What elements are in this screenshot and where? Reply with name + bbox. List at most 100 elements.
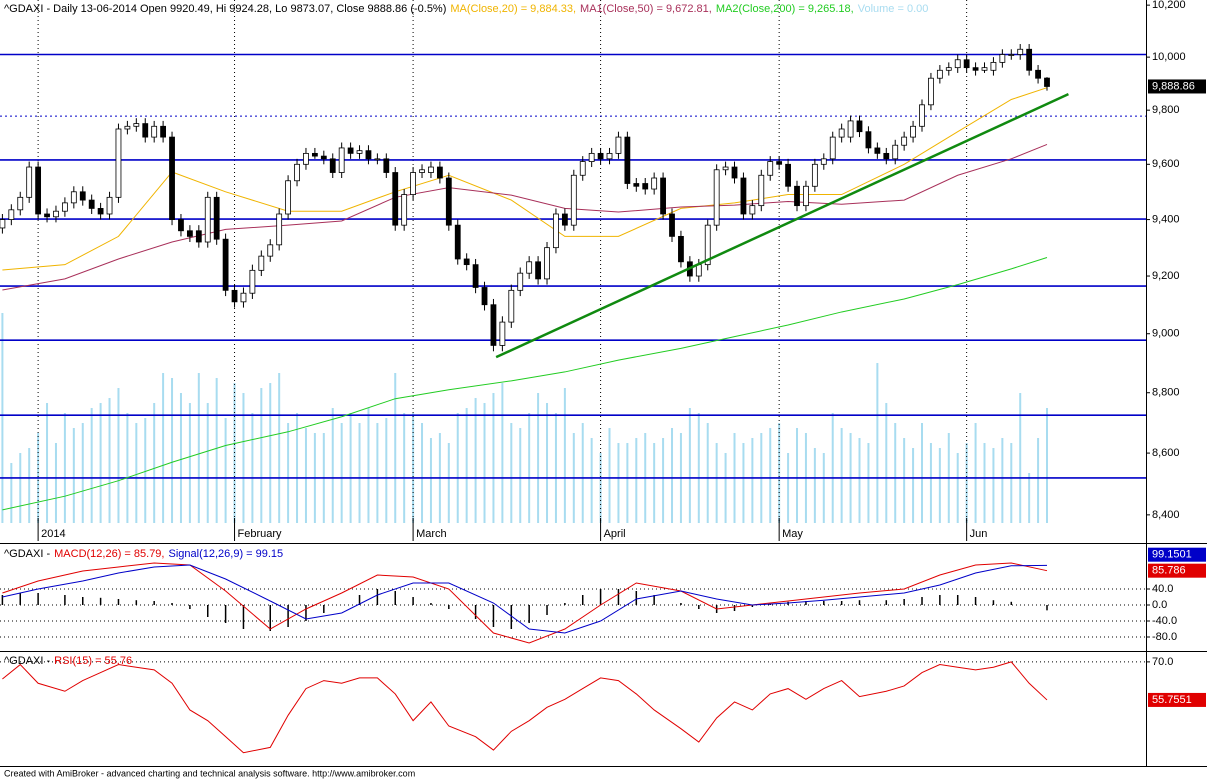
volume-bar bbox=[340, 423, 343, 523]
volume-bar bbox=[358, 423, 361, 523]
volume-bar bbox=[331, 408, 334, 523]
candle-body bbox=[776, 161, 783, 165]
candle-body bbox=[445, 177, 452, 226]
volume-bar bbox=[742, 443, 745, 523]
candle-body bbox=[258, 255, 265, 271]
candle-body bbox=[70, 191, 77, 204]
pane-title: ^GDAXI - RSI(15) = 55.76 bbox=[4, 655, 132, 667]
volume-bar bbox=[921, 423, 924, 523]
legend-entry: MA2(Close,200) = 9,265.18, bbox=[716, 3, 854, 15]
last-value-box bbox=[1148, 692, 1206, 707]
candle-body bbox=[874, 147, 881, 154]
volume-bar bbox=[528, 413, 531, 523]
volume-bar bbox=[153, 403, 156, 523]
candle-body bbox=[633, 183, 640, 187]
candle-body bbox=[285, 180, 292, 215]
candle-body bbox=[678, 235, 684, 263]
volume-bar bbox=[162, 373, 165, 523]
volume-bar bbox=[662, 438, 665, 523]
volume-bar bbox=[581, 423, 584, 523]
candle-body bbox=[17, 196, 24, 211]
volume-bar bbox=[63, 413, 66, 523]
candle-body bbox=[0, 219, 6, 229]
candle-body bbox=[838, 128, 845, 138]
candle-body bbox=[803, 185, 809, 207]
candle-body bbox=[374, 158, 381, 161]
y-tick-label: 10,200 bbox=[1152, 0, 1186, 11]
volume-bar bbox=[421, 423, 424, 523]
candle-body bbox=[972, 67, 979, 71]
candle-body bbox=[499, 321, 506, 346]
candle-body bbox=[401, 194, 408, 226]
candle-body bbox=[544, 247, 550, 280]
x-tick-label: 2014 bbox=[41, 528, 65, 540]
candle-body bbox=[428, 166, 434, 173]
candle-body bbox=[642, 183, 649, 190]
volume-bar bbox=[653, 443, 656, 523]
volume-bar bbox=[912, 448, 915, 523]
candle-body bbox=[570, 174, 577, 226]
y-tick-label: -80.0 bbox=[1152, 631, 1177, 643]
volume-bar bbox=[867, 443, 870, 523]
candle-body bbox=[508, 289, 515, 323]
candle-body bbox=[892, 144, 899, 160]
candle-body bbox=[472, 264, 479, 288]
volume-bar bbox=[796, 428, 799, 523]
legend-entry: MA1(Close,50) = 9,672.81, bbox=[580, 3, 712, 15]
volume-bar bbox=[974, 423, 977, 523]
x-tick-label: February bbox=[238, 528, 283, 540]
volume-bar bbox=[626, 443, 629, 523]
x-tick-label: April bbox=[604, 528, 626, 540]
volume-bar bbox=[965, 443, 968, 523]
y-tick-label: 8,800 bbox=[1152, 387, 1180, 399]
y-tick-label: 70.0 bbox=[1152, 656, 1173, 668]
title: ^GDAXI - bbox=[4, 548, 50, 560]
volume-bar bbox=[10, 463, 13, 523]
volume-bar bbox=[688, 408, 691, 523]
candle-body bbox=[204, 196, 211, 243]
volume-bar bbox=[894, 423, 897, 523]
legend-entry: RSI(15) = 55.76 bbox=[54, 655, 132, 667]
candle-body bbox=[294, 163, 300, 182]
candle-body bbox=[820, 158, 827, 165]
candle-body bbox=[588, 152, 595, 162]
candle-body bbox=[928, 77, 934, 106]
volume-bar bbox=[706, 423, 709, 523]
candle-body bbox=[169, 136, 175, 220]
volume-bar bbox=[822, 453, 825, 523]
candle-body bbox=[847, 120, 854, 138]
candle-body bbox=[945, 67, 952, 71]
volume-bar bbox=[671, 428, 674, 523]
candle-body bbox=[901, 136, 908, 146]
y-tick-label: 8,400 bbox=[1152, 509, 1180, 521]
candle-body bbox=[963, 59, 970, 69]
candle-body bbox=[704, 224, 711, 266]
volume-bar bbox=[117, 388, 120, 523]
y-tick-label: 9,000 bbox=[1152, 328, 1180, 340]
candle-body bbox=[758, 174, 765, 207]
candle-body bbox=[936, 69, 943, 79]
legend-entry: Signal(12,26,9) = 99.15 bbox=[169, 548, 284, 560]
candle-body bbox=[320, 155, 327, 160]
volume-bar bbox=[260, 388, 263, 523]
volume-bar bbox=[278, 373, 281, 523]
candle-body bbox=[106, 196, 113, 215]
volume-bar bbox=[394, 373, 397, 523]
y-tick-label: 0.0 bbox=[1152, 599, 1167, 611]
last-value-label: 85.786 bbox=[1152, 565, 1186, 577]
candle-body bbox=[1035, 69, 1041, 79]
last-price-label: 9,888.86 bbox=[1152, 80, 1195, 92]
volume-bar bbox=[483, 403, 486, 523]
volume-bar bbox=[635, 438, 638, 523]
volume-bar bbox=[697, 413, 700, 523]
candle-body bbox=[615, 136, 622, 154]
candle-body bbox=[490, 304, 497, 346]
candle-body bbox=[151, 125, 158, 138]
volume-bar bbox=[608, 428, 611, 523]
candle-body bbox=[26, 166, 33, 198]
moving-average bbox=[2, 257, 1048, 511]
candle-body bbox=[8, 209, 15, 220]
candle-body bbox=[811, 163, 818, 187]
volume-bar bbox=[903, 438, 906, 523]
